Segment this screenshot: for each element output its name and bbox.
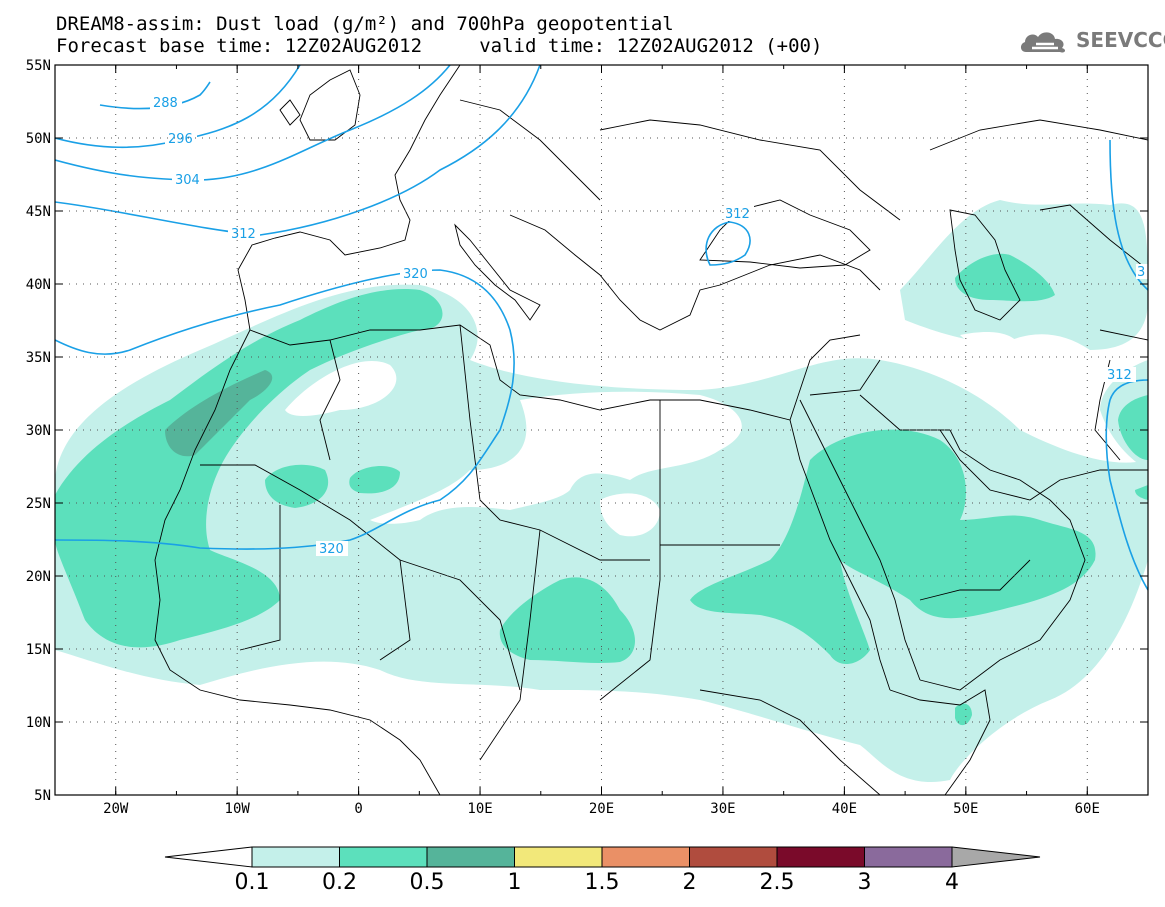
colorbar-label: 2.5 xyxy=(759,870,795,895)
lat-tick-label: 10N xyxy=(26,715,51,731)
contour-label-320-north: 320 xyxy=(403,267,428,282)
contour-label-288: 288 xyxy=(153,96,178,111)
lon-tick-label: 10E xyxy=(467,801,492,817)
colorbar-segment xyxy=(601,846,690,868)
logo-text: SEEVCCC xyxy=(1076,28,1165,52)
lat-tick-label: 35N xyxy=(26,350,51,366)
lon-tick-label: 20E xyxy=(589,801,614,817)
title-line-1: DREAM8-assim: Dust load (g/m²) and 700hP… xyxy=(56,13,674,35)
title-line-2: Forecast base time: 12Z02AUG2012 valid t… xyxy=(56,35,823,57)
colorbar-segment xyxy=(864,846,953,868)
lat-tick-label: 25N xyxy=(26,496,51,512)
colorbar-label: 0.2 xyxy=(322,870,357,895)
colorbar-label: 0.1 xyxy=(234,870,270,895)
dust-clear-areas xyxy=(285,332,1020,537)
dust-layer-0.2 xyxy=(55,253,1148,726)
colorbar-segment xyxy=(339,846,428,868)
colorbar-label: 2 xyxy=(682,870,697,895)
contour-label-304: 304 xyxy=(175,173,200,188)
coastlines-borders xyxy=(154,65,1148,795)
colorbar-segment xyxy=(776,846,865,868)
longitude-labels: 20W 10W 0 10E 20E 30E 40E 50E 60E xyxy=(103,801,1100,817)
contour-label-3-edge: 3 xyxy=(1137,265,1145,280)
lat-tick-label: 20N xyxy=(26,569,51,585)
colorbar-segment xyxy=(251,846,340,868)
map-plot-area: 288 296 304 312 320 312 320 312 3 xyxy=(55,65,1148,795)
colorbar-label: 0.5 xyxy=(409,870,445,895)
latitude-labels: 55N 50N 45N 40N 35N 30N 25N 20N 15N 10N 5N xyxy=(26,58,51,804)
lat-tick-label: 50N xyxy=(26,131,51,147)
contour-label-312-west: 312 xyxy=(231,227,256,242)
lon-tick-label: 50E xyxy=(953,801,978,817)
lat-tick-label: 5N xyxy=(34,788,51,804)
lat-tick-label: 45N xyxy=(26,204,51,220)
contour-label-320-south: 320 xyxy=(319,542,344,557)
lon-tick-label: 60E xyxy=(1075,801,1100,817)
colorbar-segment xyxy=(426,846,515,868)
contour-label-312-east: 312 xyxy=(1107,368,1132,383)
lat-tick-label: 30N xyxy=(26,423,51,439)
lon-tick-label: 30E xyxy=(710,801,735,817)
lon-tick-label: 0 xyxy=(354,801,362,817)
lat-tick-label: 15N xyxy=(26,642,51,658)
contour-label-296: 296 xyxy=(168,132,193,147)
dust-layer-0.5 xyxy=(165,370,273,457)
lat-tick-label: 40N xyxy=(26,277,51,293)
lon-tick-label: 40E xyxy=(832,801,857,817)
colorbar-over-arrow xyxy=(951,846,1041,868)
grid-lines xyxy=(55,65,1148,795)
seevccc-logo: SEEVCCC xyxy=(1018,28,1165,56)
contour-label-312-black-sea: 312 xyxy=(725,207,750,222)
axis-ticks xyxy=(54,64,1149,796)
colorbar xyxy=(164,846,1041,868)
colorbar-segment xyxy=(514,846,603,868)
colorbar-label: 4 xyxy=(945,870,959,895)
colorbar-label: 1 xyxy=(507,870,522,895)
colorbar-label: 1.5 xyxy=(584,870,620,895)
lon-tick-label: 10W xyxy=(225,801,251,817)
colorbar-label: 3 xyxy=(857,870,872,895)
lon-tick-label: 20W xyxy=(103,801,129,817)
lat-tick-label: 55N xyxy=(26,58,51,74)
colorbar-under-arrow xyxy=(164,846,253,868)
colorbar-segment xyxy=(689,846,778,868)
cloud-icon xyxy=(1020,32,1066,53)
